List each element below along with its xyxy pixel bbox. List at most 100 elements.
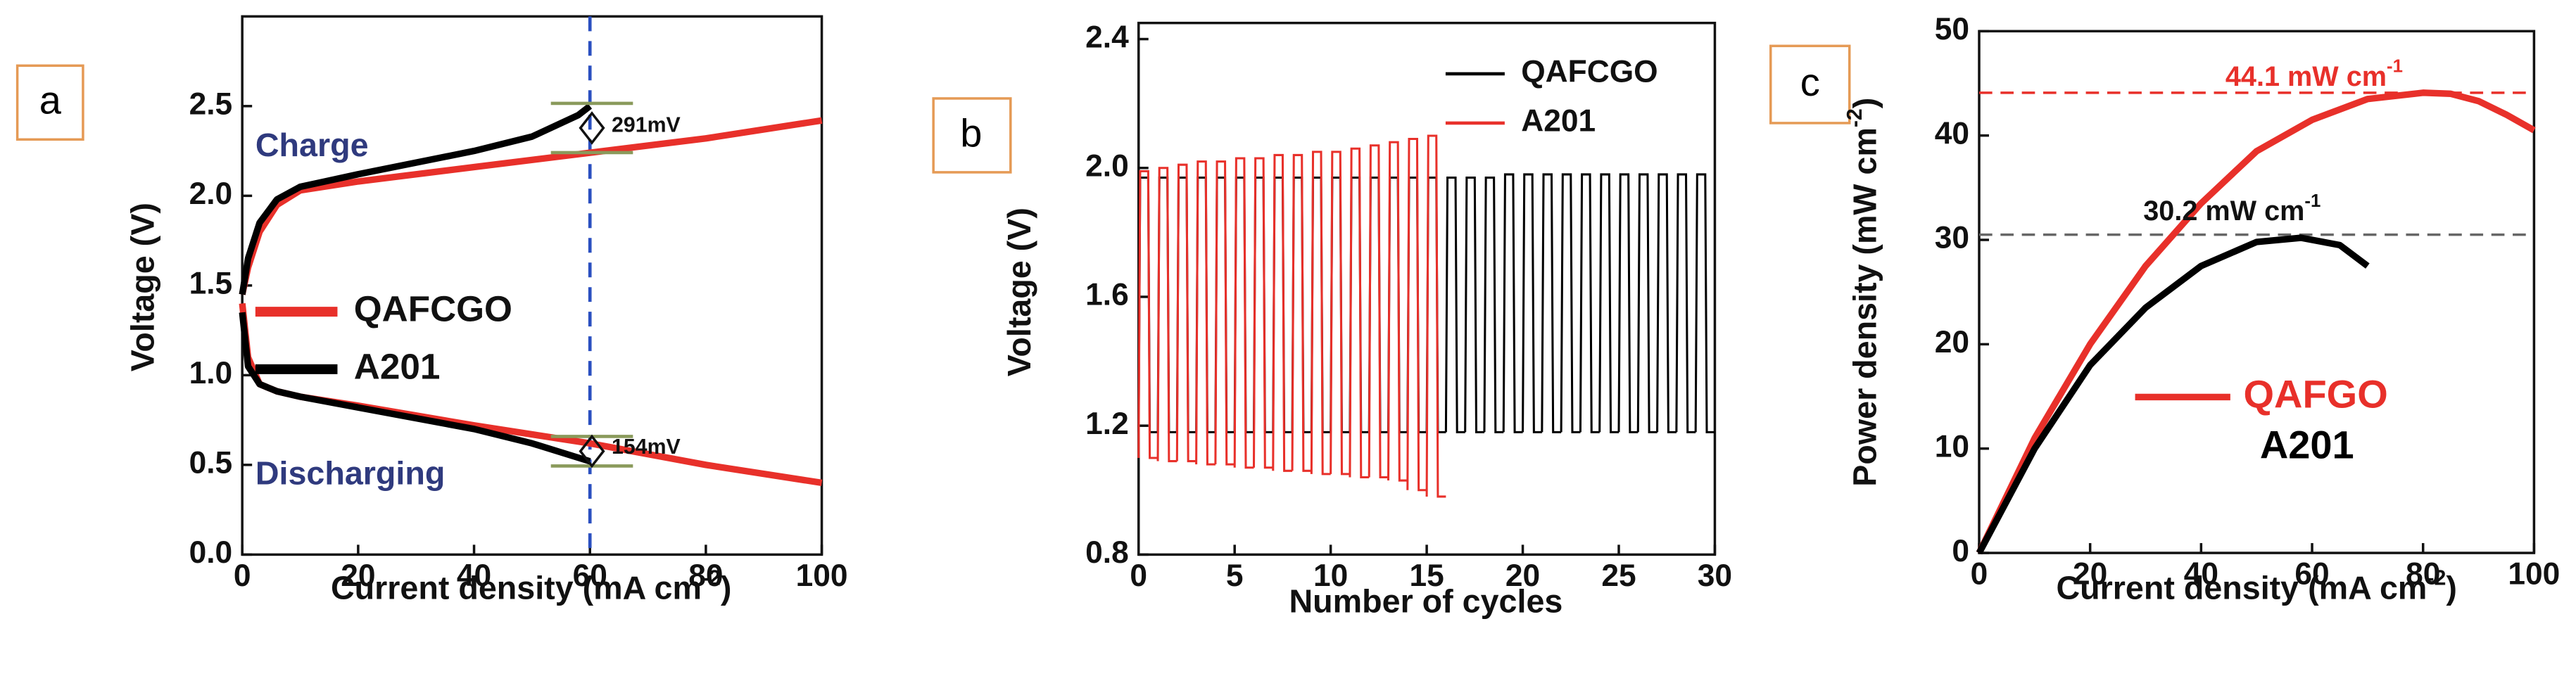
cycle-wave [1291,153,1312,472]
x-tick-label: 60 [2294,556,2329,591]
x-axis-title-text: Number of cycles [1289,583,1563,620]
y-tick-label: 2.0 [189,177,233,211]
x-axis-title-end: ) [721,570,732,606]
x-axis-title-end: ) [2446,570,2457,606]
cycle-wave [1502,173,1523,433]
cycle-wave [1656,173,1677,433]
annotation: 30.2 mW cm-1 [2143,191,2321,227]
cycle-wave [1233,157,1254,469]
y-tick-label: 2.5 [189,87,233,122]
y-tick-label: 40 [1935,116,1969,151]
cycle-wave [1694,173,1715,433]
y-tick-label: 0 [1952,534,1969,568]
legend-label: A201 [354,346,441,386]
cycle-wave [1483,176,1504,433]
cycle-wave [1310,151,1331,476]
panel-label: b [960,110,982,155]
annotation: 154mV [612,435,681,459]
cycle-wave [1214,160,1235,466]
annotation-sup: -1 [2387,56,2403,76]
cycle-wave [1387,141,1408,482]
cycle-wave [1137,170,1158,459]
cycle-wave [1617,173,1639,433]
x-tick-label: 10 [1313,559,1348,593]
x-axis-title-text: Current density (mA cm [2056,570,2427,606]
y-tick-label: 20 [1935,325,1969,359]
y-axis-title-sup: -2 [1843,108,1867,127]
cycle-wave [1425,134,1446,498]
y-tick-label: 30 [1935,221,1969,255]
legend-label: QAFGO [2244,371,2388,416]
annotation-text: Discharging [255,455,446,492]
annotation-sup: -1 [2304,191,2321,211]
y-tick-label: 0.5 [189,446,233,480]
y-tick-label: 0.8 [1085,535,1129,570]
cycle-wave [1252,157,1273,469]
y-axis-title-text: Voltage (V) [125,203,161,371]
annotation: 291mV [612,114,681,137]
y-tick-label: 0.0 [189,535,233,570]
cycle-wave [1272,153,1293,472]
cycle-wave [1349,147,1370,478]
cycle-wave [1156,167,1177,463]
y-axis-title-text: Power density (mW cm [1847,127,1883,487]
cycle-wave [1464,176,1484,433]
x-axis-title: Number of cycles [1289,583,1563,620]
y-tick-label: 1.6 [1085,278,1129,312]
x-tick-label: 0 [1971,556,1988,591]
cycle-wave [1195,160,1216,466]
x-axis-title-sup: -2 [702,566,721,589]
cycle-wave [1330,151,1350,476]
plot-frame [1978,30,2536,554]
annotation-text: Charge [255,127,369,163]
y-axis-title: Power density (mW cm-2) [1843,98,1883,487]
panel-label-box [15,64,84,141]
diff-marker [579,434,605,468]
y-axis-title-end: ) [1847,98,1883,109]
annotation-text: 291mV [612,114,681,137]
y-tick-label: 50 [1935,12,1969,46]
panel-label-box [932,97,1012,174]
annotation: 44.1 mW cm-1 [2225,56,2403,92]
panel-label: c [1800,60,1820,104]
cycle-wave [1560,173,1581,433]
cycle-wave [1579,173,1600,433]
data-line [1976,89,2536,555]
cycle-wave [1175,163,1197,463]
cycle-wave [1598,173,1620,433]
y-tick-label: 2.4 [1085,20,1129,54]
legend-label: QAFCGO [1521,55,1658,89]
cycle-wave [1541,173,1562,433]
x-tick-label: 60 [573,559,607,593]
panel-label: a [39,78,62,122]
legend-label: A201 [1521,104,1596,139]
x-tick-label: 20 [341,559,375,593]
annotation-text: 154mV [612,435,681,459]
x-axis-title: Current density (mA cm-2) [2056,566,2456,606]
cycle-wave [1406,138,1427,492]
data-line [1976,234,2370,555]
legend-label: QAFCGO [354,289,512,329]
y-tick-label: 1.5 [189,267,233,301]
y-axis-title: Voltage (V) [1001,208,1037,376]
x-axis-title-text: Current density (mA cm [331,570,702,606]
cycle-wave [1444,176,1465,433]
x-tick-label: 5 [1226,559,1244,593]
diff-marker [579,111,605,145]
x-tick-label: 80 [2406,556,2440,591]
x-tick-label: 25 [1601,559,1636,593]
x-tick-label: 0 [234,559,251,593]
x-tick-label: 15 [1409,559,1444,593]
x-tick-label: 30 [1698,559,1732,593]
y-tick-label: 10 [1935,429,1969,464]
x-tick-label: 40 [457,559,491,593]
x-tick-label: 80 [688,559,723,593]
annotation: Charge [255,127,369,163]
x-tick-label: 100 [2508,556,2560,591]
cycle-wave [1636,173,1658,433]
data-line [239,103,593,295]
legend-label: A201 [2260,423,2354,467]
y-tick-label: 1.0 [189,356,233,390]
